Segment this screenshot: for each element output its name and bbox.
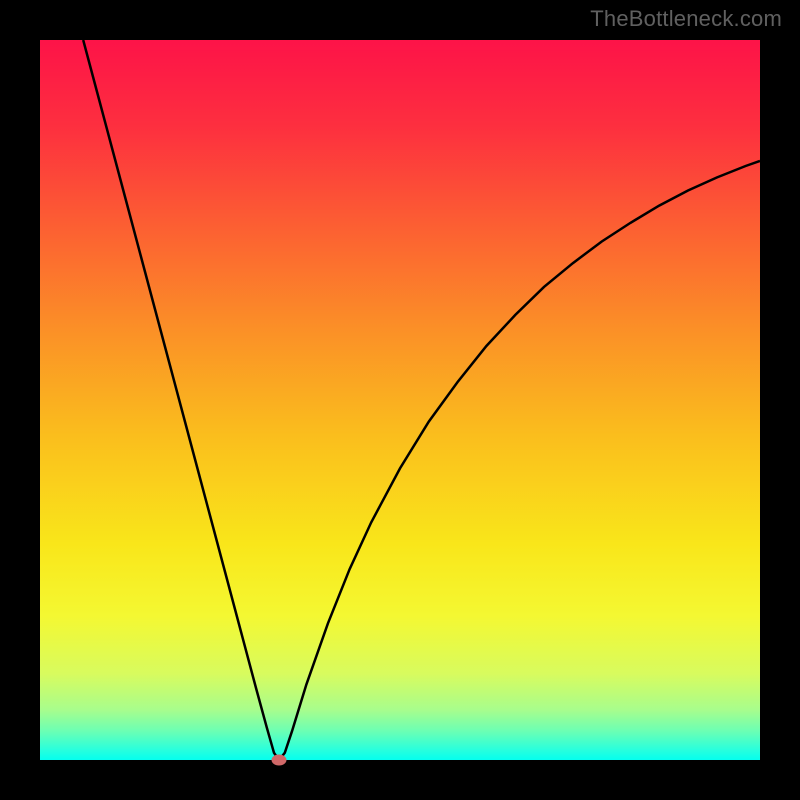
minimum-marker: [272, 755, 287, 766]
plot-area: [40, 40, 760, 760]
bottleneck-curve: [40, 40, 760, 760]
watermark-text: TheBottleneck.com: [590, 6, 782, 32]
